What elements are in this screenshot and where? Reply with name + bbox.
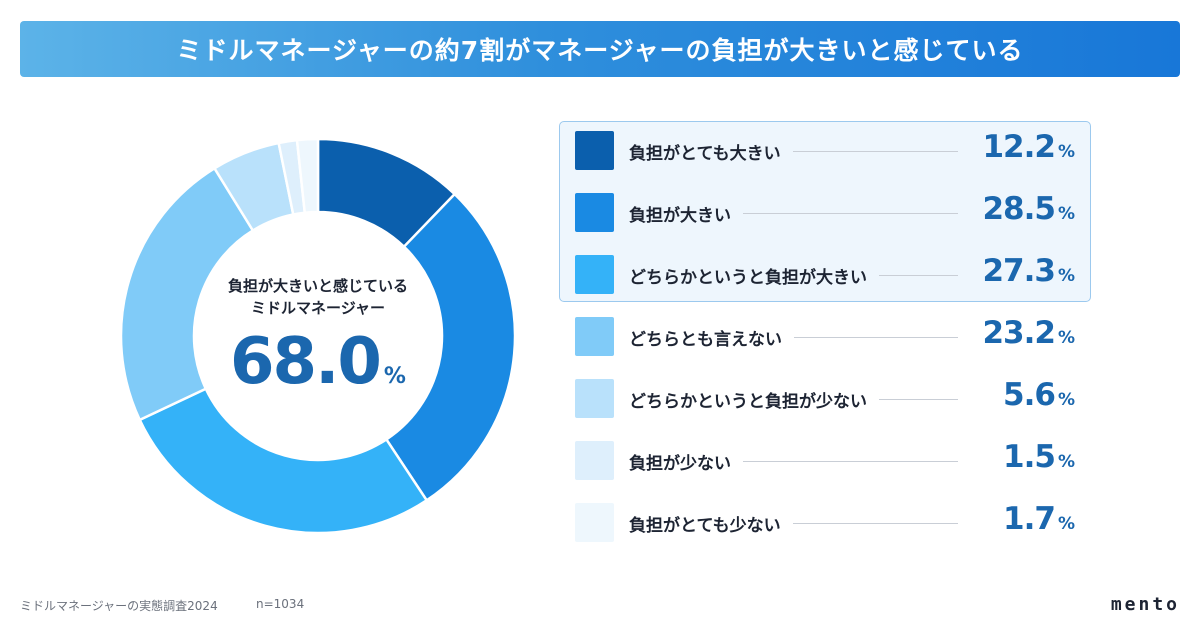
legend-value: 27.3% [982, 253, 1075, 289]
legend-value-unit: % [1057, 328, 1075, 348]
donut-chart [120, 138, 516, 534]
legend-value-unit: % [1057, 452, 1075, 472]
legend-value: 12.2% [982, 129, 1075, 165]
legend-label: どちらとも言えない [629, 330, 782, 350]
footer-sample-size: n=1034 [256, 597, 305, 611]
legend-swatch [575, 131, 614, 170]
donut-segment [138, 387, 429, 534]
legend-leader-line [743, 213, 958, 214]
center-label-line2: ミドルマネージャー [251, 299, 385, 317]
legend-value: 28.5% [982, 191, 1075, 227]
legend-value-unit: % [1057, 514, 1075, 534]
center-label-line1: 負担が大きいと感じている [227, 277, 408, 295]
legend-leader-line [794, 337, 958, 338]
legend-value-unit: % [1057, 266, 1075, 286]
center-value-number: 68.0 [230, 325, 382, 399]
center-value: 68.0% [178, 325, 458, 399]
legend-value-unit: % [1057, 390, 1075, 410]
title-banner: ミドルマネージャーの約7割がマネージャーの負担が大きいと感じている [20, 21, 1180, 77]
legend-swatch [575, 193, 614, 232]
legend-leader-line [793, 151, 958, 152]
chart-title: ミドルマネージャーの約7割がマネージャーの負担が大きいと感じている [176, 36, 1024, 65]
legend-swatch [575, 503, 614, 542]
legend-label: 負担がとても大きい [629, 144, 781, 164]
donut-center: 負担が大きいと感じている ミドルマネージャー 68.0% [178, 275, 458, 405]
legend-value: 5.6% [1003, 377, 1075, 413]
legend-item: どちらとも言えない 23.2% [575, 315, 1075, 357]
legend-value-number: 5.6 [1003, 377, 1056, 413]
legend-label: 負担が少ない [629, 454, 731, 474]
legend-value-number: 1.5 [1003, 439, 1056, 475]
footer-source: ミドルマネージャーの実態調査2024 [20, 599, 218, 613]
legend-leader-line [879, 399, 958, 400]
center-value-unit: % [383, 364, 406, 389]
legend-leader-line [743, 461, 958, 462]
legend-swatch [575, 379, 614, 418]
mento-logo: mento [1110, 594, 1180, 615]
legend-value: 23.2% [982, 315, 1075, 351]
legend-value-number: 23.2 [982, 315, 1055, 351]
donut-segment [120, 166, 255, 422]
donut-segment [384, 192, 516, 503]
legend-value-unit: % [1057, 142, 1075, 162]
legend-label: どちらかというと負担が少ない [629, 392, 867, 412]
donut-segment [295, 138, 320, 215]
legend-value: 1.5% [1003, 439, 1075, 475]
legend-item: どちらかというと負担が少ない 5.6% [575, 377, 1075, 419]
legend-label: 負担が大きい [629, 206, 731, 226]
legend-value-number: 12.2 [982, 129, 1055, 165]
legend-item: 負担がとても大きい 12.2% [575, 129, 1075, 171]
legend-item: 負担がとても少ない 1.7% [575, 501, 1075, 543]
legend-value-number: 27.3 [982, 253, 1055, 289]
legend-item: 負担が少ない 1.5% [575, 439, 1075, 481]
legend-swatch [575, 317, 614, 356]
legend-value-unit: % [1057, 204, 1075, 224]
legend-swatch [575, 255, 614, 294]
legend-label: 負担がとても少ない [629, 516, 781, 536]
legend-swatch [575, 441, 614, 480]
legend-item: どちらかというと負担が大きい 27.3% [575, 253, 1075, 295]
legend-value: 1.7% [1003, 501, 1075, 537]
legend-leader-line [793, 523, 958, 524]
legend-item: 負担が大きい 28.5% [575, 191, 1075, 233]
legend-value-number: 1.7 [1003, 501, 1056, 537]
legend-label: どちらかというと負担が大きい [629, 268, 867, 288]
legend-value-number: 28.5 [982, 191, 1055, 227]
legend-leader-line [879, 275, 958, 276]
